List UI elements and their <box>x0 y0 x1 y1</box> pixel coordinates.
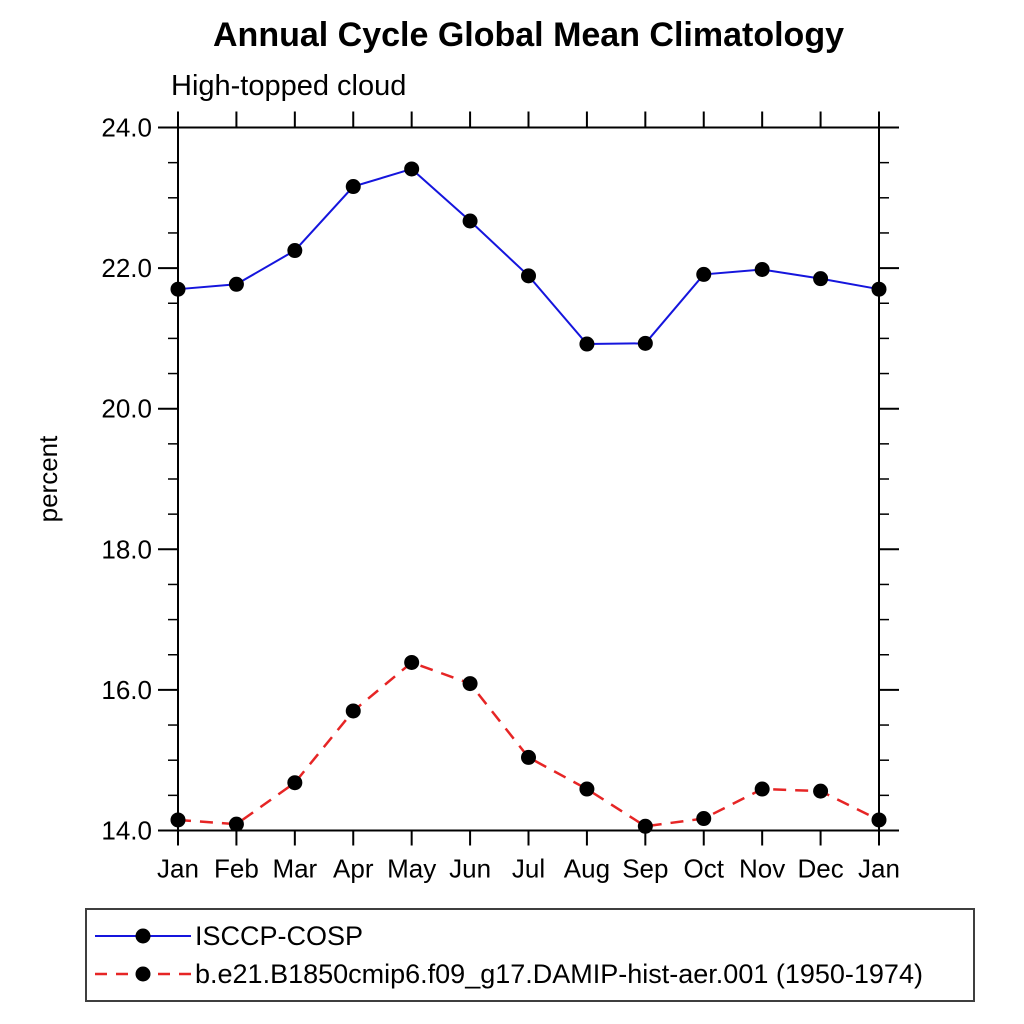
data-point-series-1 <box>170 812 186 828</box>
series-line-1 <box>177 661 880 828</box>
y-tick-label: 18.0 <box>101 534 152 564</box>
x-tick-label: Aug <box>564 854 610 884</box>
data-point-series-1 <box>754 781 770 797</box>
data-point-series-1 <box>871 812 887 828</box>
x-tick-label: Jan <box>157 854 199 884</box>
chart-title: Annual Cycle Global Mean Climatology <box>213 16 844 54</box>
x-tick-label: Apr <box>333 854 374 884</box>
legend-entry-model: b.e21.B1850cmip6.f09_g17.DAMIP-hist-aer.… <box>93 955 973 993</box>
y-axis-label: percent <box>33 435 63 522</box>
data-point-series-1 <box>228 816 244 832</box>
data-point-series-0 <box>404 161 420 177</box>
legend-marker-solid <box>95 928 191 944</box>
legend-dot <box>135 966 151 982</box>
data-point-series-0 <box>170 281 186 297</box>
legend-entry-obs: ISCCP-COSP <box>93 917 973 955</box>
data-point-series-0 <box>637 335 653 351</box>
data-point-series-1 <box>696 811 712 827</box>
x-tick-label: Sep <box>622 854 668 884</box>
x-tick-label: May <box>387 854 436 884</box>
series-line-0 <box>177 167 880 346</box>
x-tick-label: Jun <box>449 854 491 884</box>
data-point-series-1 <box>521 749 536 765</box>
data-point-series-1 <box>404 654 420 670</box>
chart-subtitle: High-topped cloud <box>171 70 407 102</box>
data-point-series-1 <box>579 781 595 797</box>
data-point-series-0 <box>287 243 303 259</box>
x-tick-label: Mar <box>272 854 317 884</box>
y-tick-label: 22.0 <box>101 253 152 283</box>
legend-marker-dashed <box>95 966 191 982</box>
data-point-series-0 <box>871 281 887 297</box>
y-tick-label: 20.0 <box>101 394 152 424</box>
y-tick-label: 14.0 <box>101 816 152 846</box>
data-point-series-0 <box>228 276 244 292</box>
legend-box: ISCCP-COSP b.e21.B1850cmip6.f09_g17.DAMI… <box>85 908 975 1002</box>
x-tick-label: Dec <box>797 854 843 884</box>
data-point-series-0 <box>813 271 829 287</box>
data-point-series-1 <box>813 783 829 799</box>
data-point-series-0 <box>696 266 712 282</box>
plot-frame <box>177 126 880 832</box>
data-point-series-1 <box>637 818 653 834</box>
x-tick-label: Oct <box>684 854 725 884</box>
data-point-series-0 <box>521 268 536 284</box>
y-tick-label: 24.0 <box>101 113 152 143</box>
x-tick-label: Jul <box>512 854 545 884</box>
legend-dot <box>135 928 151 944</box>
data-point-series-0 <box>462 213 478 229</box>
x-tick-label: Nov <box>739 854 785 884</box>
x-tick-label: Feb <box>214 854 259 884</box>
data-point-series-1 <box>287 775 303 791</box>
data-point-series-0 <box>579 336 595 352</box>
legend-label-obs: ISCCP-COSP <box>195 920 364 951</box>
legend-label-model: b.e21.B1850cmip6.f09_g17.DAMIP-hist-aer.… <box>195 958 923 989</box>
x-tick-label: Jan <box>858 854 900 884</box>
y-tick-label: 16.0 <box>101 675 152 705</box>
data-point-series-0 <box>754 262 770 278</box>
data-point-series-1 <box>345 703 361 719</box>
data-point-series-1 <box>462 676 478 692</box>
data-point-series-0 <box>345 179 361 195</box>
